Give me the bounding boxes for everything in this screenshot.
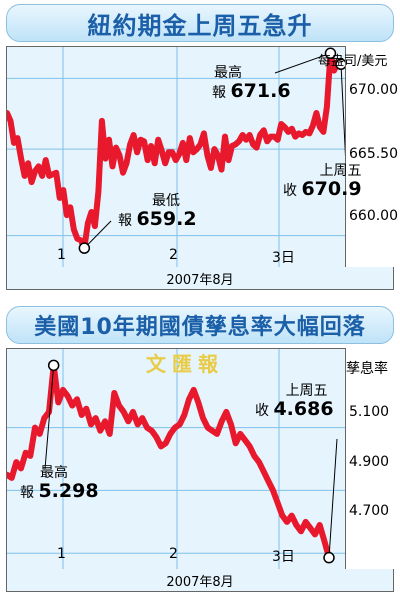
gold-high-prefix: 最高 [214,65,242,81]
gold-low-annotation: 最低 報 659.2 [118,192,197,230]
gold-close-prefix: 上周五 [319,163,362,179]
gold-close-marker [335,58,345,71]
yield-xtick: 3日 [272,549,295,565]
yield-high-leader [44,365,55,470]
yield-xtick: 1 [57,546,66,562]
yield-ytick: 4.900 [349,454,390,470]
gold-xaxis-label: 2007年8月 [6,267,394,290]
gold-high-marker [324,47,337,60]
yield-close-value: 4.686 [273,398,334,420]
gold-close-value: 670.9 [301,178,362,200]
gold-high-value: 671.6 [230,80,291,102]
gold-xtick: 2 [169,247,178,263]
gold-xtick: 1 [57,247,66,263]
gold-high-leader [274,52,331,74]
yield-high-value: 5.298 [38,480,99,502]
gold-unit-label: 每盎司/美元 [318,54,388,69]
gold-ytick: 665.50 [349,146,398,162]
yield-xtick: 2 [169,546,178,562]
gold-low-label: 報 [118,213,132,229]
gold-low-prefix: 最低 [152,193,180,209]
gold-chart-title: 紐約期金上周五急升 [6,4,394,42]
yield-xaxis-label: 2007年8月 [6,569,394,592]
yield-ytick: 4.700 [349,503,390,519]
series-line [7,50,344,252]
yield-high-label: 報 [20,485,34,501]
gold-low-value: 659.2 [136,208,197,230]
yield-plot-area [6,348,346,570]
yield-high-marker [47,359,60,372]
yield-close-annotation: 上周五 收 4.686 [255,382,334,420]
yield-unit-label: 孳息率 [346,361,388,377]
yield-chart-svg [7,349,345,569]
yield-chart-panel: 美國10年期國債孳息率大幅回落 文匯報 孳息率 5.100 4.900 4.70… [0,296,400,596]
gold-ytick: 660.00 [349,208,398,224]
gold-plot-area [6,46,346,268]
gold-high-annotation: 最高 報 671.6 [212,64,291,102]
series-line [7,362,332,561]
yield-ytick: 5.100 [349,404,390,420]
gold-close-annotation: 上周五 收 670.9 [283,162,362,200]
gold-xtick: 3日 [272,250,295,266]
yield-high-annotation: 最高 報 5.298 [20,464,99,502]
yield-close-label: 收 [255,403,269,419]
gold-chart-panel: 紐約期金上周五急升 每盎司/美元 670.00 665.50 660.00 1 … [0,0,400,290]
gold-chart-svg [7,47,345,267]
yield-high-prefix: 最高 [40,465,68,481]
yield-close-leader [328,438,338,558]
gold-ytick: 670.00 [349,82,398,98]
yield-close-prefix: 上周五 [285,383,328,399]
yield-watermark: 文匯報 [146,352,224,376]
gold-high-label: 報 [212,85,226,101]
yield-close-marker [323,551,335,564]
yield-chart-title: 美國10年期國債孳息率大幅回落 [6,306,394,344]
gold-close-leader [340,64,345,157]
gold-close-label: 收 [283,183,297,199]
gold-low-marker [78,242,91,254]
gold-low-leader [83,220,112,249]
